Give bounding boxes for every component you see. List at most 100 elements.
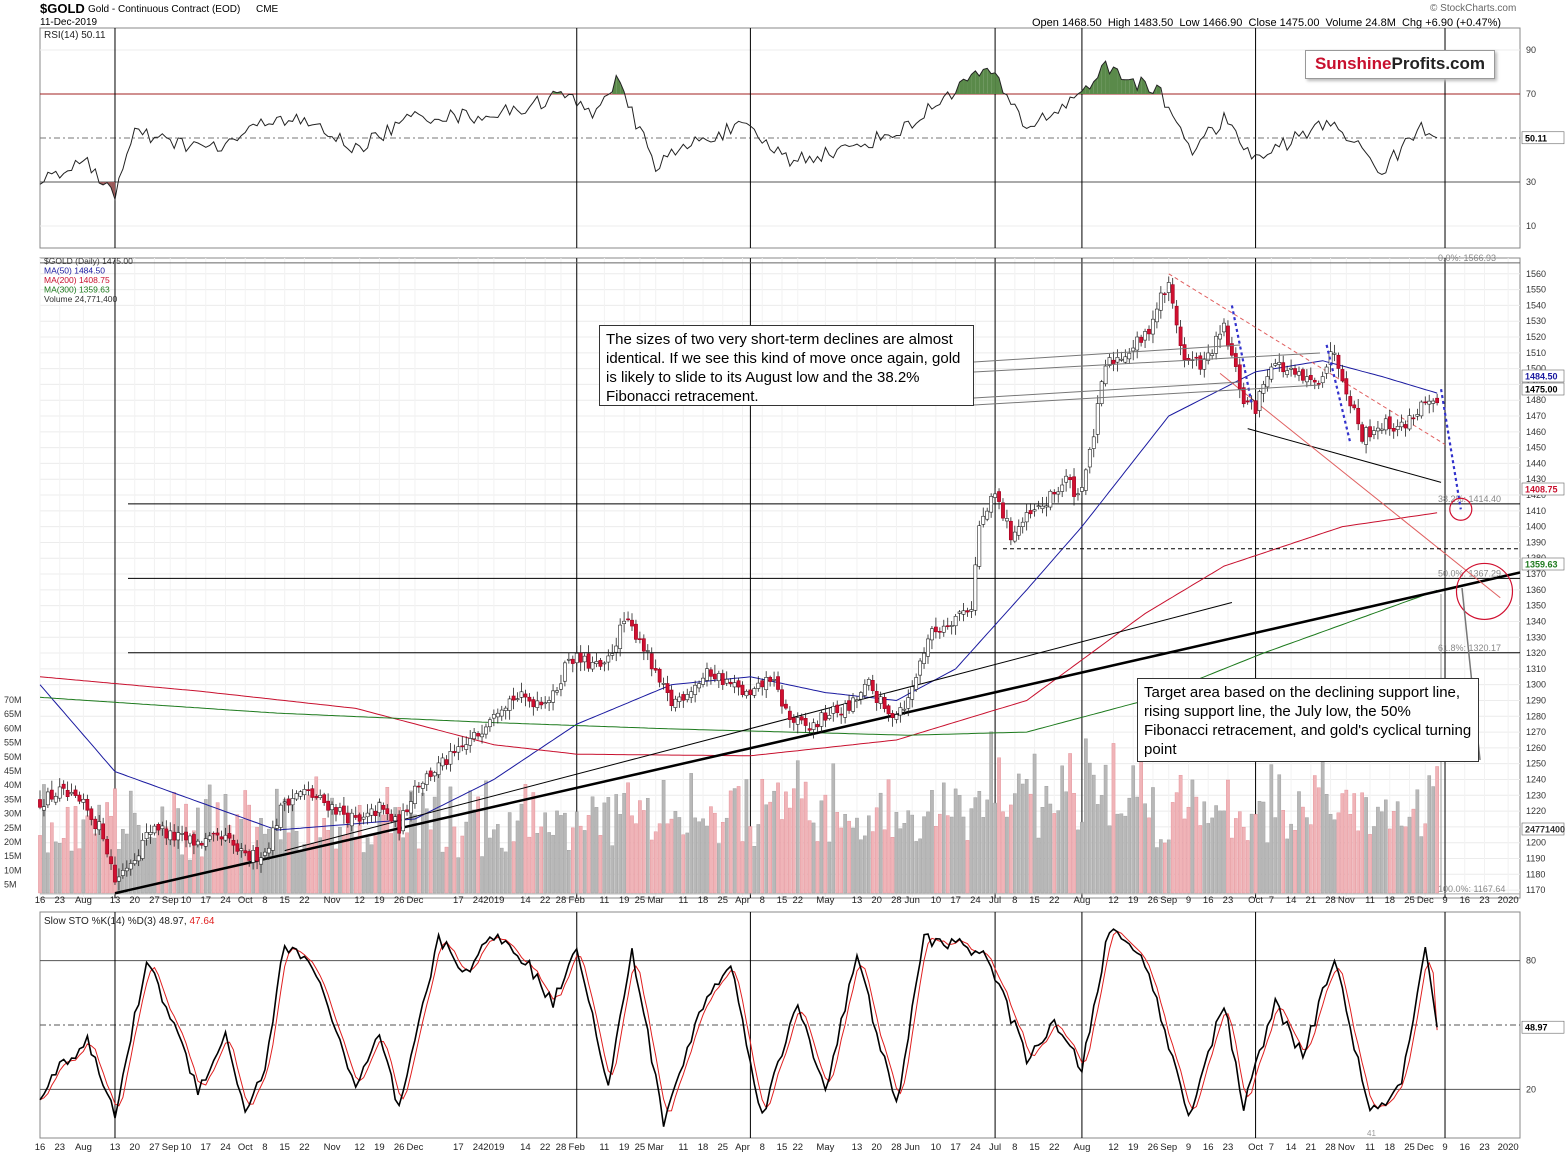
candle-body bbox=[1265, 376, 1270, 388]
candle-body bbox=[780, 689, 784, 707]
volume-bar bbox=[192, 830, 196, 894]
volume-bar bbox=[1064, 791, 1068, 894]
candle-body bbox=[314, 795, 319, 799]
x-axis-label: 24 bbox=[473, 895, 484, 906]
volume-bar bbox=[882, 829, 887, 894]
candle-body bbox=[1297, 371, 1301, 376]
volume-bar bbox=[1277, 774, 1282, 894]
price-tick-label: 1430 bbox=[1526, 474, 1546, 484]
candle-body bbox=[661, 683, 666, 685]
candle-body bbox=[1127, 352, 1132, 360]
volume-bar bbox=[409, 790, 413, 894]
x-axis-label: 12 bbox=[354, 1142, 365, 1153]
price-tick-label: 1290 bbox=[1526, 695, 1546, 705]
volume-bar bbox=[614, 794, 619, 894]
volume-bar bbox=[788, 807, 792, 894]
candle-body bbox=[993, 493, 997, 498]
candle-body bbox=[1435, 397, 1440, 404]
x-axis-label: 24 bbox=[473, 1142, 484, 1153]
annotation-declines: The sizes of two very short-term decline… bbox=[599, 325, 974, 406]
x-axis-label: 25 bbox=[717, 1142, 728, 1153]
volume-tick-label: 10M bbox=[4, 865, 22, 875]
rsi-line bbox=[39, 60, 1438, 202]
price-tick-label: 1200 bbox=[1526, 838, 1546, 848]
x-axis-label: 19 bbox=[619, 1142, 630, 1153]
volume-bar bbox=[626, 782, 630, 894]
volume-bar bbox=[835, 812, 840, 894]
candle-body bbox=[965, 610, 970, 613]
candle-body bbox=[961, 610, 966, 615]
x-axis-label: 11 bbox=[599, 1142, 609, 1153]
candle-body bbox=[843, 703, 848, 718]
volume-bar bbox=[385, 787, 390, 894]
candle-body bbox=[503, 707, 508, 711]
x-axis-label: 11 bbox=[678, 895, 688, 906]
candle-body bbox=[322, 794, 327, 804]
candle-body bbox=[716, 673, 721, 682]
volume-bar bbox=[827, 841, 832, 894]
candle-body bbox=[1076, 493, 1080, 496]
x-axis-label: 14 bbox=[520, 895, 531, 906]
x-axis-label: 9 bbox=[1442, 895, 1447, 906]
candle-body bbox=[1281, 362, 1286, 373]
candle-body bbox=[1008, 520, 1013, 541]
volume-bar bbox=[322, 818, 326, 894]
volume-bar bbox=[740, 841, 745, 894]
x-axis-label: Oct bbox=[238, 895, 253, 906]
x-axis-label: 27 bbox=[149, 895, 160, 906]
volume-bar bbox=[1324, 794, 1329, 894]
x-axis-label: 15 bbox=[777, 1142, 788, 1153]
candle-body bbox=[701, 677, 705, 685]
candle-body bbox=[1277, 361, 1282, 365]
volume-bar bbox=[1423, 823, 1428, 894]
candle-body bbox=[507, 698, 512, 711]
candle-body bbox=[862, 684, 867, 696]
volume-bar bbox=[160, 806, 165, 894]
watermark: © StockCharts.com bbox=[1430, 3, 1517, 14]
price-tick-label: 1180 bbox=[1526, 869, 1545, 879]
x-axis-label: 26 bbox=[394, 895, 405, 906]
volume-bar bbox=[1182, 818, 1187, 894]
volume-bar bbox=[93, 833, 98, 894]
candle-body bbox=[1332, 352, 1337, 355]
candle-body bbox=[555, 690, 559, 693]
sto-panel-frame bbox=[39, 911, 1521, 1139]
volume-bar bbox=[393, 807, 398, 894]
rsi-overbought-fill bbox=[963, 79, 968, 94]
volume-bar bbox=[1297, 791, 1301, 894]
candle-body bbox=[799, 716, 804, 721]
volume-bar bbox=[1257, 800, 1262, 894]
grid-lines bbox=[39, 49, 1520, 898]
volume-bar bbox=[977, 791, 982, 894]
x-axis-label: 21 bbox=[1306, 895, 1317, 906]
candle-body bbox=[1056, 491, 1061, 495]
x-axis-label: Sep bbox=[1160, 895, 1177, 906]
volume-bar bbox=[365, 837, 370, 894]
candle-body bbox=[736, 680, 741, 688]
candle-body bbox=[267, 847, 271, 854]
volume-bar bbox=[1328, 814, 1333, 894]
quote-line: Open 1468.50 High 1483.50 Low 1466.90 Cl… bbox=[1032, 17, 1502, 29]
rsi-overbought-fill bbox=[995, 72, 1000, 94]
logo-part-profits: Profits.com bbox=[1391, 54, 1486, 73]
rsi-label: RSI(14) 50.11 bbox=[44, 30, 106, 41]
candle-body bbox=[231, 840, 236, 846]
candle-body bbox=[117, 876, 121, 882]
volume-bar bbox=[1174, 792, 1179, 894]
volume-bar bbox=[1080, 821, 1084, 894]
volume-bar bbox=[77, 848, 82, 894]
volume-bar bbox=[417, 848, 421, 894]
volume-bar bbox=[1431, 786, 1435, 894]
candle-body bbox=[432, 772, 437, 777]
x-axis-label: 19 bbox=[1128, 895, 1139, 906]
x-axis-label: 23 bbox=[1479, 895, 1490, 906]
rsi-tick-label: 10 bbox=[1526, 221, 1536, 231]
candle-body bbox=[393, 816, 398, 822]
candle-body bbox=[476, 733, 480, 737]
candle-body bbox=[543, 702, 548, 705]
volume-bar bbox=[65, 806, 70, 894]
rsi-overbought-fill bbox=[1093, 77, 1098, 94]
x-axis-label: 13 bbox=[852, 1142, 863, 1153]
volume-bar bbox=[1269, 764, 1274, 894]
candle-body bbox=[705, 668, 709, 681]
